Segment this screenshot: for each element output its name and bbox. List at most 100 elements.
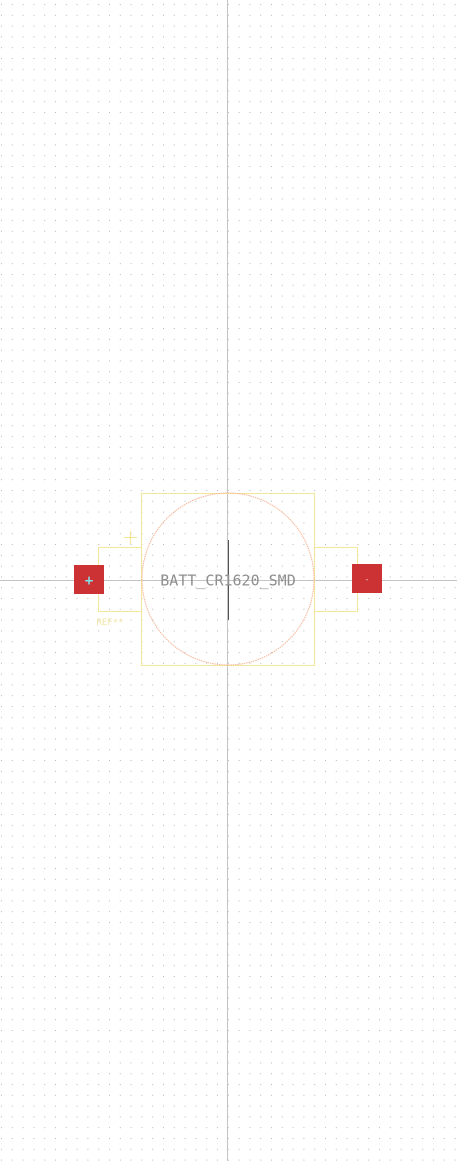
grid-dot [303, 749, 305, 751]
grid-dot [141, 328, 143, 329]
grid-dot [433, 738, 434, 740]
grid-dot [281, 706, 283, 707]
grid-dot [292, 760, 294, 761]
grid-dot [454, 630, 456, 632]
pad-negative[interactable] [352, 564, 382, 593]
grid-dot [271, 187, 272, 189]
grid-dot [76, 803, 78, 805]
grid-dot [1, 382, 2, 383]
grid-dot [217, 241, 218, 243]
grid-dot [163, 922, 164, 923]
grid-dot [400, 1116, 402, 1118]
grid-dot [325, 565, 326, 567]
grid-dot [260, 533, 262, 535]
grid-dot [281, 814, 283, 815]
grid-dot [55, 932, 56, 934]
grid-dot [1, 565, 2, 567]
grid-dot [249, 112, 251, 113]
grid-dot [271, 230, 272, 232]
grid-dot [249, 954, 251, 956]
grid-dot [454, 576, 456, 578]
grid-dot [195, 911, 197, 913]
grid-dot [400, 846, 402, 848]
grid-dot [109, 1127, 110, 1129]
grid-dot [173, 338, 175, 340]
grid-dot [346, 425, 348, 427]
grid-dot [44, 371, 46, 373]
grid-dot [119, 414, 121, 416]
grid-dot [98, 641, 100, 643]
grid-dot [184, 4, 186, 5]
grid-dot [184, 900, 186, 902]
grid-dot [325, 144, 326, 146]
grid-dot [76, 1062, 78, 1064]
grid-dot [1, 889, 2, 891]
grid-dot [152, 306, 154, 308]
grid-dot [152, 1084, 154, 1085]
grid-dot [335, 47, 337, 49]
grid-dot [260, 403, 262, 405]
grid-dot [379, 781, 380, 783]
grid-dot [55, 533, 56, 535]
grid-dot [206, 824, 208, 826]
grid-dot [65, 1040, 67, 1042]
grid-dot [217, 144, 218, 146]
grid-dot [44, 630, 46, 632]
grid-dot [217, 25, 218, 27]
grid-dot [346, 479, 348, 481]
grid-dot [195, 360, 197, 362]
grid-dot [184, 166, 186, 167]
grid-dot [325, 1116, 326, 1118]
grid-dot [152, 263, 154, 265]
grid-dot [217, 274, 218, 275]
grid-dot [130, 673, 132, 675]
grid-dot [260, 414, 262, 416]
grid-dot [249, 727, 251, 729]
grid-dot [292, 511, 294, 513]
grid-dot [303, 209, 305, 211]
grid-dot [119, 932, 121, 934]
grid-dot [292, 101, 294, 103]
grid-dot [227, 760, 229, 761]
grid-dot [400, 641, 402, 643]
grid-dot [130, 133, 132, 135]
grid-dot [346, 468, 348, 470]
grid-dot [433, 90, 434, 92]
grid-dot [443, 306, 445, 308]
grid-dot [335, 716, 337, 718]
pad-positive[interactable] [74, 565, 104, 594]
grid-dot [443, 727, 445, 729]
grid-dot [184, 695, 186, 697]
grid-dot [422, 997, 424, 999]
grid-dot [346, 263, 348, 265]
grid-dot [195, 922, 197, 923]
grid-dot [98, 792, 100, 794]
grid-dot [281, 1105, 283, 1107]
grid-dot [281, 1040, 283, 1042]
grid-dot [433, 47, 434, 49]
grid-dot [55, 317, 56, 319]
grid-dot [55, 522, 56, 524]
grid-dot [249, 328, 251, 329]
grid-dot [368, 932, 370, 934]
grid-dot [292, 403, 294, 405]
grid-dot [335, 166, 337, 167]
grid-dot [227, 155, 229, 157]
footprint-name-text[interactable]: BATT_CR1620_SMD [160, 572, 295, 590]
grid-dot [11, 468, 13, 470]
grid-dot [238, 90, 240, 92]
grid-dot [227, 14, 229, 16]
grid-dot [195, 220, 197, 221]
grid-dot [443, 846, 445, 848]
footprint-reference-text[interactable]: REF** [96, 618, 123, 628]
grid-dot [33, 587, 35, 589]
grid-dot [422, 1159, 424, 1161]
grid-dot [443, 176, 445, 178]
grid-dot [281, 328, 283, 329]
grid-dot [443, 695, 445, 697]
grid-dot [303, 1040, 305, 1042]
grid-dot [368, 166, 370, 167]
grid-dot [195, 976, 197, 977]
grid-dot [173, 986, 175, 988]
